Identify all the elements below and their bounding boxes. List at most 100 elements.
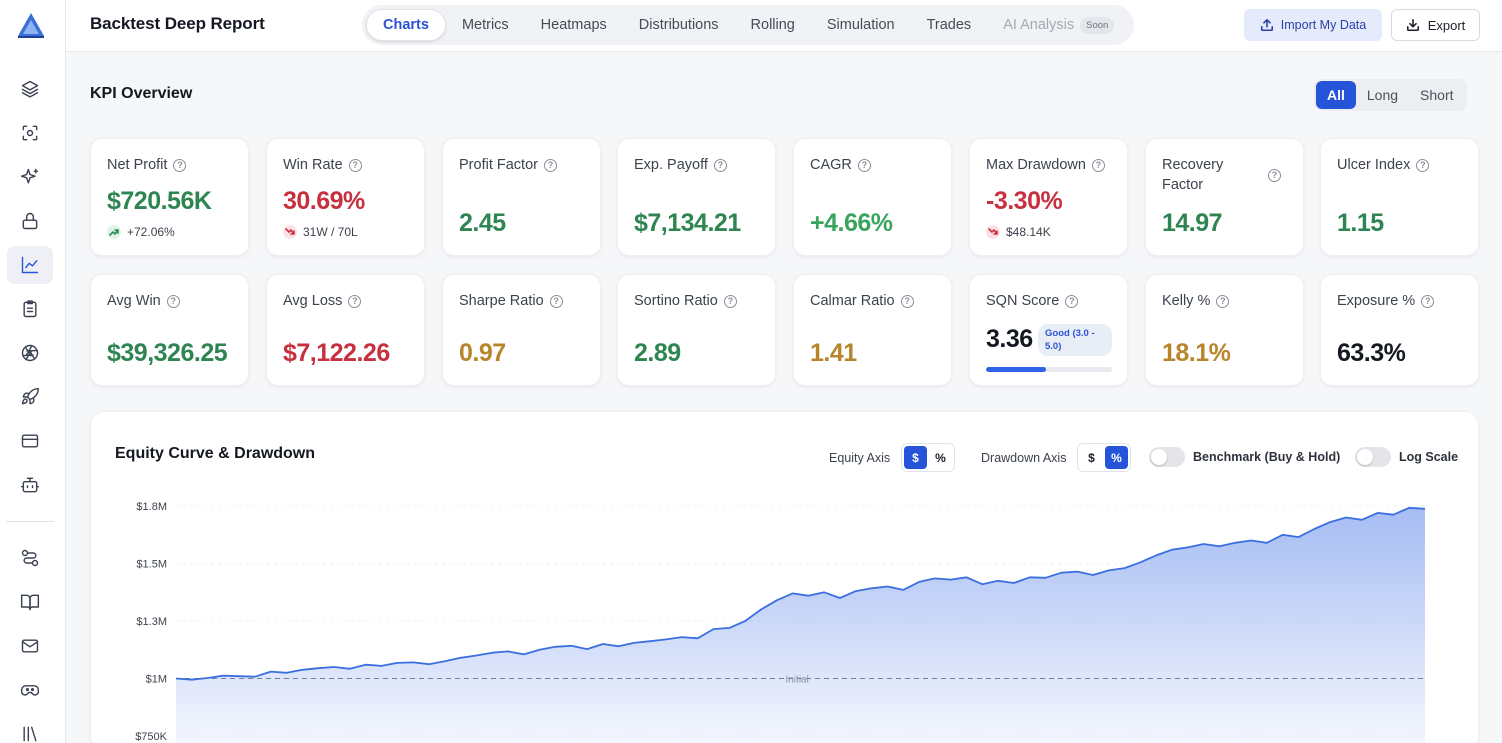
kpi-label: Sharpe Ratio? [459,291,563,311]
filter-all[interactable]: All [1316,81,1356,109]
tab-metrics[interactable]: Metrics [461,17,509,33]
app-title: Backtest Deep Report [90,14,265,33]
kpi-label-text: Exp. Payoff [634,157,708,173]
sidebar-divider [6,521,54,522]
help-icon[interactable]: ? [723,294,737,308]
app-logo[interactable] [17,12,45,38]
kpi-value: $7,122.26 [283,339,390,367]
help-icon[interactable]: ? [348,158,362,172]
kpi-value: 3.36 [986,325,1033,353]
kpi-label: SQN Score? [986,291,1079,311]
help-icon[interactable]: ? [900,294,914,308]
equity-axis-percent[interactable]: % [935,450,946,465]
workflow-icon[interactable] [7,539,53,577]
tab-simulation[interactable]: Simulation [826,17,895,33]
filter-long[interactable]: Long [1366,87,1399,103]
y-tick-label: $1.8M [136,501,167,513]
kpi-label: Calmar Ratio? [810,291,914,311]
kpi-label-text: Exposure % [1337,293,1416,309]
help-icon[interactable]: ? [1216,294,1230,308]
export-button[interactable]: Export [1391,9,1480,41]
kpi-value: 63.3% [1337,339,1406,367]
scan-icon[interactable] [7,114,53,152]
help-icon[interactable]: ? [857,158,871,172]
equity-axis-toggle: $ % [901,443,955,472]
y-tick-label: $1.3M [136,616,167,628]
kpi-card-avg-loss: Avg Loss? $7,122.26 [266,274,425,386]
kpi-label: Sortino Ratio? [634,291,737,311]
kpi-label: Avg Loss? [283,291,362,311]
help-icon[interactable]: ? [173,158,187,172]
tab-distributions[interactable]: Distributions [638,17,719,33]
bot-icon[interactable] [7,466,53,504]
help-icon[interactable]: ? [1421,294,1435,308]
kpi-label-text: Net Profit [107,157,168,173]
gamepad-icon[interactable] [7,671,53,709]
help-icon[interactable]: ? [549,294,563,308]
drawdown-axis-percent[interactable]: % [1105,446,1128,469]
kpi-sub-text: $48.14K [1006,225,1051,239]
help-icon[interactable]: ? [713,158,727,172]
kpi-value: +4.66% [810,209,893,237]
sparkles-icon[interactable] [7,158,53,196]
help-icon[interactable]: ? [1268,168,1281,182]
sidebar [0,0,66,743]
kpi-value: $720.56K [107,187,212,215]
kpi-card-recovery-factor: Recovery Factor? 14.97 [1145,138,1304,256]
tab-ai-analysis-label: AI Analysis [1003,17,1075,33]
kpi-card-win-rate: Win Rate? 30.69% 31W / 70L [266,138,425,256]
chart-line-icon[interactable] [7,246,53,284]
kpi-value: 1.41 [810,339,857,367]
kpi-card-profit-factor: Profit Factor? 2.45 [442,138,601,256]
top-bar: Backtest Deep Report Charts Metrics Heat… [66,0,1502,52]
aperture-icon[interactable] [7,334,53,372]
kpi-value: 2.89 [634,339,681,367]
trend-up-icon [107,225,121,239]
drawdown-axis-dollar[interactable]: $ [1088,450,1095,465]
mail-icon[interactable] [7,627,53,665]
trend-down-icon [986,225,1000,239]
clipboard-icon[interactable] [7,290,53,328]
kpi-label-text: Kelly % [1162,293,1211,309]
help-icon[interactable]: ? [166,294,180,308]
tab-rolling[interactable]: Rolling [750,17,795,33]
rocket-icon[interactable] [7,378,53,416]
help-icon[interactable]: ? [1416,158,1430,172]
tab-charts[interactable]: Charts [366,9,446,41]
book-icon[interactable] [7,583,53,621]
credit-card-icon[interactable] [7,422,53,460]
log-scale-switch[interactable] [1355,447,1391,467]
filter-short[interactable]: Short [1420,87,1454,103]
switch-knob [1151,449,1167,465]
kpi-label-text: Recovery Factor [1162,157,1224,193]
benchmark-label: Benchmark (Buy & Hold) [1193,450,1341,464]
layers-icon[interactable] [7,70,53,108]
kpi-label: Win Rate? [283,155,362,175]
help-icon[interactable]: ? [1091,158,1105,172]
import-data-label: Import My Data [1280,18,1367,32]
lock-icon[interactable] [7,202,53,240]
kpi-value: -3.30% [986,187,1063,215]
kpi-label-text: Ulcer Index [1337,157,1411,173]
kpi-sub: $48.14K [986,225,1051,239]
kpi-card-ulcer-index: Ulcer Index? 1.15 [1320,138,1479,256]
kpi-label: Profit Factor? [459,155,557,175]
import-data-button[interactable]: Import My Data [1244,9,1382,41]
export-label: Export [1427,17,1466,33]
help-icon[interactable]: ? [1065,294,1079,308]
kpi-label: Recovery Factor? [1162,155,1290,195]
equity-axis-dollar[interactable]: $ [904,446,927,469]
benchmark-switch[interactable] [1149,447,1185,467]
help-icon[interactable]: ? [348,294,362,308]
y-tick-label: $750K [135,731,167,743]
library-icon[interactable] [7,715,53,743]
kpi-sub: 31W / 70L [283,225,358,239]
kpi-label-text: Calmar Ratio [810,293,895,309]
sqn-rating-badge: Good (3.0 - 5.0) [1038,324,1112,356]
kpi-label: Exp. Payoff? [634,155,727,175]
help-icon[interactable]: ? [543,158,557,172]
tab-heatmaps[interactable]: Heatmaps [540,17,607,33]
kpi-card-sortino-ratio: Sortino Ratio? 2.89 [617,274,776,386]
kpi-card-avg-win: Avg Win? $39,326.25 [90,274,249,386]
tab-trades[interactable]: Trades [926,17,972,33]
